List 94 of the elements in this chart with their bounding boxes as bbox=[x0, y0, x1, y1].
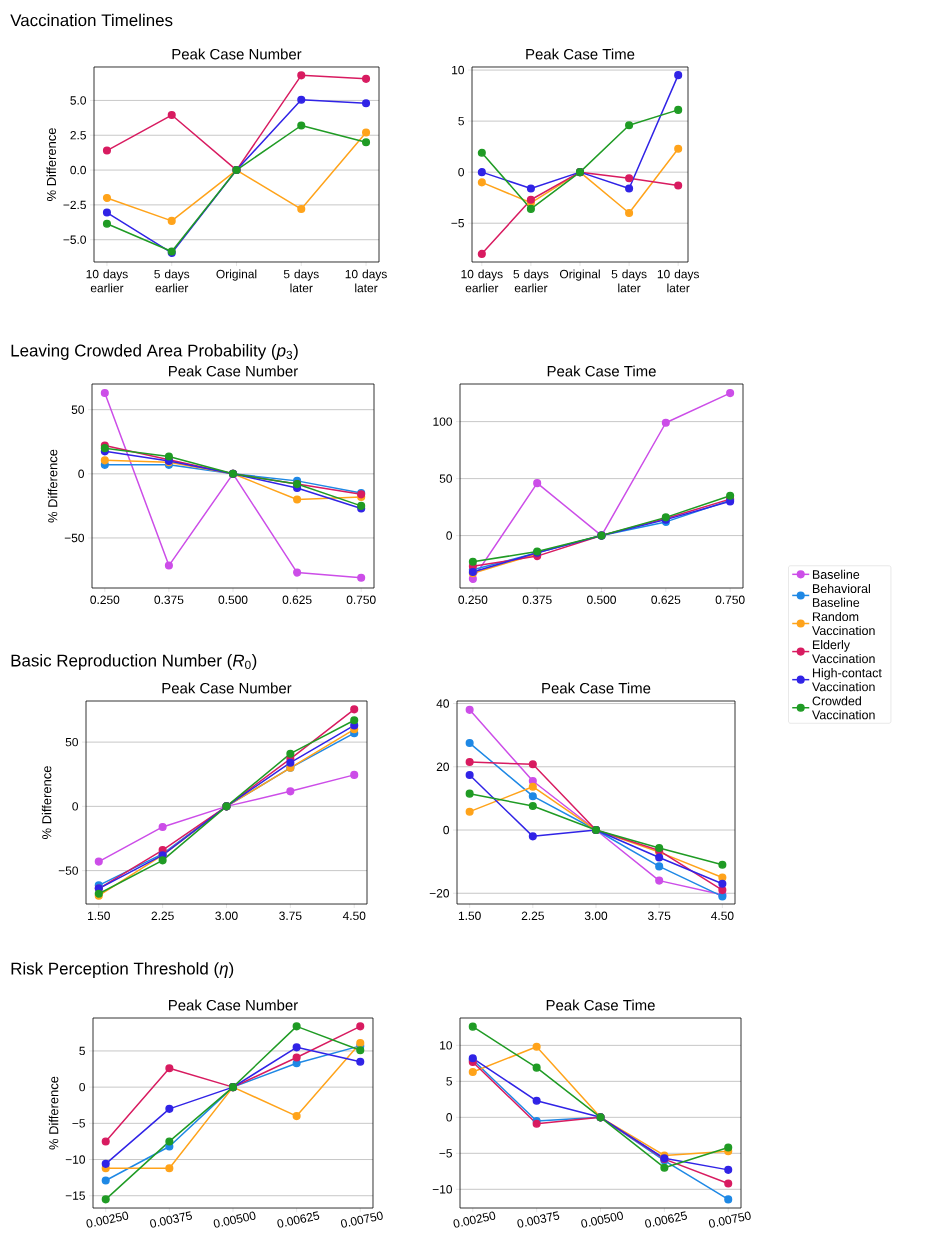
x-tick-label: 0.625 bbox=[651, 595, 681, 604]
y-tick-label: −50 bbox=[64, 533, 85, 543]
x-tick-label: 5 days earlier bbox=[154, 269, 190, 293]
y-tick-label: 50 bbox=[65, 737, 79, 747]
y-tick-label: −10 bbox=[432, 1185, 453, 1194]
x-tick-label: 2.25 bbox=[521, 911, 544, 920]
x-tick-label: 10 days later bbox=[345, 269, 387, 293]
x-tick-label: 1.50 bbox=[88, 911, 110, 920]
x-tick-label: 0.00750 bbox=[340, 1211, 383, 1228]
x-tick-label: 0.625 bbox=[282, 595, 312, 604]
y-tick-label: 2.5 bbox=[70, 131, 86, 140]
chart-subtitle: Peak Case Number bbox=[172, 48, 302, 60]
x-tick-label: 10 days earlier bbox=[86, 269, 128, 293]
chart-title: Risk Perception Threshold (η) bbox=[11, 962, 234, 978]
chart-title: Peak Case Time bbox=[526, 48, 635, 60]
x-tick-label: 0.750 bbox=[346, 595, 376, 604]
x-tick-label: 10 days later bbox=[657, 269, 700, 293]
x-tick-label: 0.250 bbox=[90, 595, 120, 604]
y-tick-label: −15 bbox=[65, 1191, 85, 1200]
y-tick-label: 5.0 bbox=[70, 96, 87, 105]
y-tick-label: −20 bbox=[429, 889, 450, 898]
x-tick-label: 3.75 bbox=[279, 911, 302, 920]
x-tick-label: 0.00250 bbox=[453, 1211, 496, 1228]
x-tick-label: 5 days earlier bbox=[513, 269, 549, 293]
y-axis-title: % Difference bbox=[41, 766, 52, 839]
legend-label: High-contact Vaccination bbox=[812, 668, 882, 692]
y-tick-label: 0.0 bbox=[70, 165, 87, 175]
y-tick-label: −10 bbox=[65, 1155, 86, 1164]
x-tick-label: 1.50 bbox=[458, 911, 481, 920]
y-tick-label: −2.5 bbox=[63, 200, 86, 210]
legend-label: Baseline bbox=[812, 569, 860, 579]
y-tick-label: 5 bbox=[458, 116, 464, 126]
y-tick-label: 5 bbox=[79, 1046, 85, 1056]
y-tick-label: 50 bbox=[439, 474, 453, 483]
x-tick-label: 0.00750 bbox=[708, 1211, 751, 1228]
y-tick-label: 50 bbox=[71, 405, 85, 414]
y-tick-label: 20 bbox=[436, 762, 450, 771]
x-tick-label: 0.250 bbox=[458, 595, 488, 604]
chart-title: Leaving Crowded Area Probability (p$_{3}$) bbox=[11, 344, 298, 360]
x-tick-label: 0.00250 bbox=[86, 1211, 129, 1228]
y-tick-label: 100 bbox=[433, 417, 453, 426]
y-tick-label: 0 bbox=[78, 469, 85, 479]
y-tick-label: 0 bbox=[458, 167, 465, 177]
x-tick-label: 4.50 bbox=[711, 911, 734, 920]
y-tick-label: −5 bbox=[439, 1149, 452, 1158]
x-tick-label: 0.00375 bbox=[150, 1211, 192, 1228]
x-tick-label: 10 days earlier bbox=[461, 269, 503, 293]
x-tick-label: 0.500 bbox=[218, 595, 248, 604]
x-tick-label: 0.00375 bbox=[517, 1211, 560, 1228]
x-tick-label: 3.00 bbox=[584, 911, 608, 920]
x-tick-label: 2.25 bbox=[151, 911, 174, 920]
legend-label: Elderly Vaccination bbox=[812, 640, 875, 664]
y-tick-label: −5 bbox=[72, 1119, 85, 1128]
x-tick-label: 4.50 bbox=[342, 911, 366, 920]
chart-title: Basic Reproduction Number (R$_{0}$) bbox=[11, 654, 257, 670]
x-tick-label: Original bbox=[216, 269, 257, 281]
chart-subtitle: Peak Case Number bbox=[162, 682, 292, 694]
y-tick-label: −50 bbox=[58, 866, 79, 875]
legend-label: Crowded Vaccination bbox=[812, 696, 875, 720]
y-tick-label: −5 bbox=[451, 219, 464, 228]
x-tick-label: 5 days later bbox=[283, 269, 319, 293]
x-tick-label: 3.00 bbox=[215, 911, 238, 920]
x-tick-label: 0.00500 bbox=[213, 1211, 256, 1228]
y-axis-title: % Difference bbox=[47, 449, 58, 523]
chart-title: Peak Case Time bbox=[542, 682, 651, 694]
x-tick-label: 0.00625 bbox=[645, 1211, 687, 1228]
x-tick-label: 0.00500 bbox=[581, 1211, 623, 1228]
y-tick-label: 5 bbox=[446, 1077, 452, 1086]
x-tick-label: 0.500 bbox=[587, 595, 616, 604]
x-tick-label: 3.75 bbox=[648, 911, 671, 920]
x-tick-label: 0.750 bbox=[715, 595, 745, 604]
chart-subtitle: Peak Case Number bbox=[169, 999, 298, 1011]
chart-title: Vaccination Timelines bbox=[10, 13, 173, 27]
y-tick-label: −5.0 bbox=[63, 235, 87, 244]
legend-label: Behavioral Baseline bbox=[812, 583, 870, 607]
y-axis-title: % Difference bbox=[48, 1076, 59, 1150]
chart-title: Peak Case Time bbox=[546, 999, 655, 1011]
x-tick-label: 0.375 bbox=[522, 595, 552, 604]
chart-subtitle: Peak Case Number bbox=[169, 365, 298, 377]
y-tick-label: 10 bbox=[440, 1041, 453, 1050]
chart-title: Peak Case Time bbox=[547, 365, 656, 377]
y-tick-label: 0 bbox=[446, 531, 453, 540]
x-tick-label: 0.375 bbox=[154, 595, 184, 604]
y-tick-label: 40 bbox=[436, 699, 450, 708]
x-tick-label: Original bbox=[559, 269, 600, 281]
y-tick-label: 0 bbox=[443, 825, 450, 835]
y-tick-label: 0 bbox=[446, 1113, 453, 1122]
legend-label: Random Vaccination bbox=[812, 611, 875, 636]
x-tick-label: 0.00625 bbox=[277, 1211, 320, 1228]
y-tick-label: 0 bbox=[79, 1082, 86, 1092]
y-axis-title: % Difference bbox=[46, 128, 57, 201]
x-tick-label: 5 days later bbox=[611, 269, 647, 293]
y-tick-label: 0 bbox=[72, 802, 79, 811]
y-tick-label: 10 bbox=[452, 65, 465, 75]
